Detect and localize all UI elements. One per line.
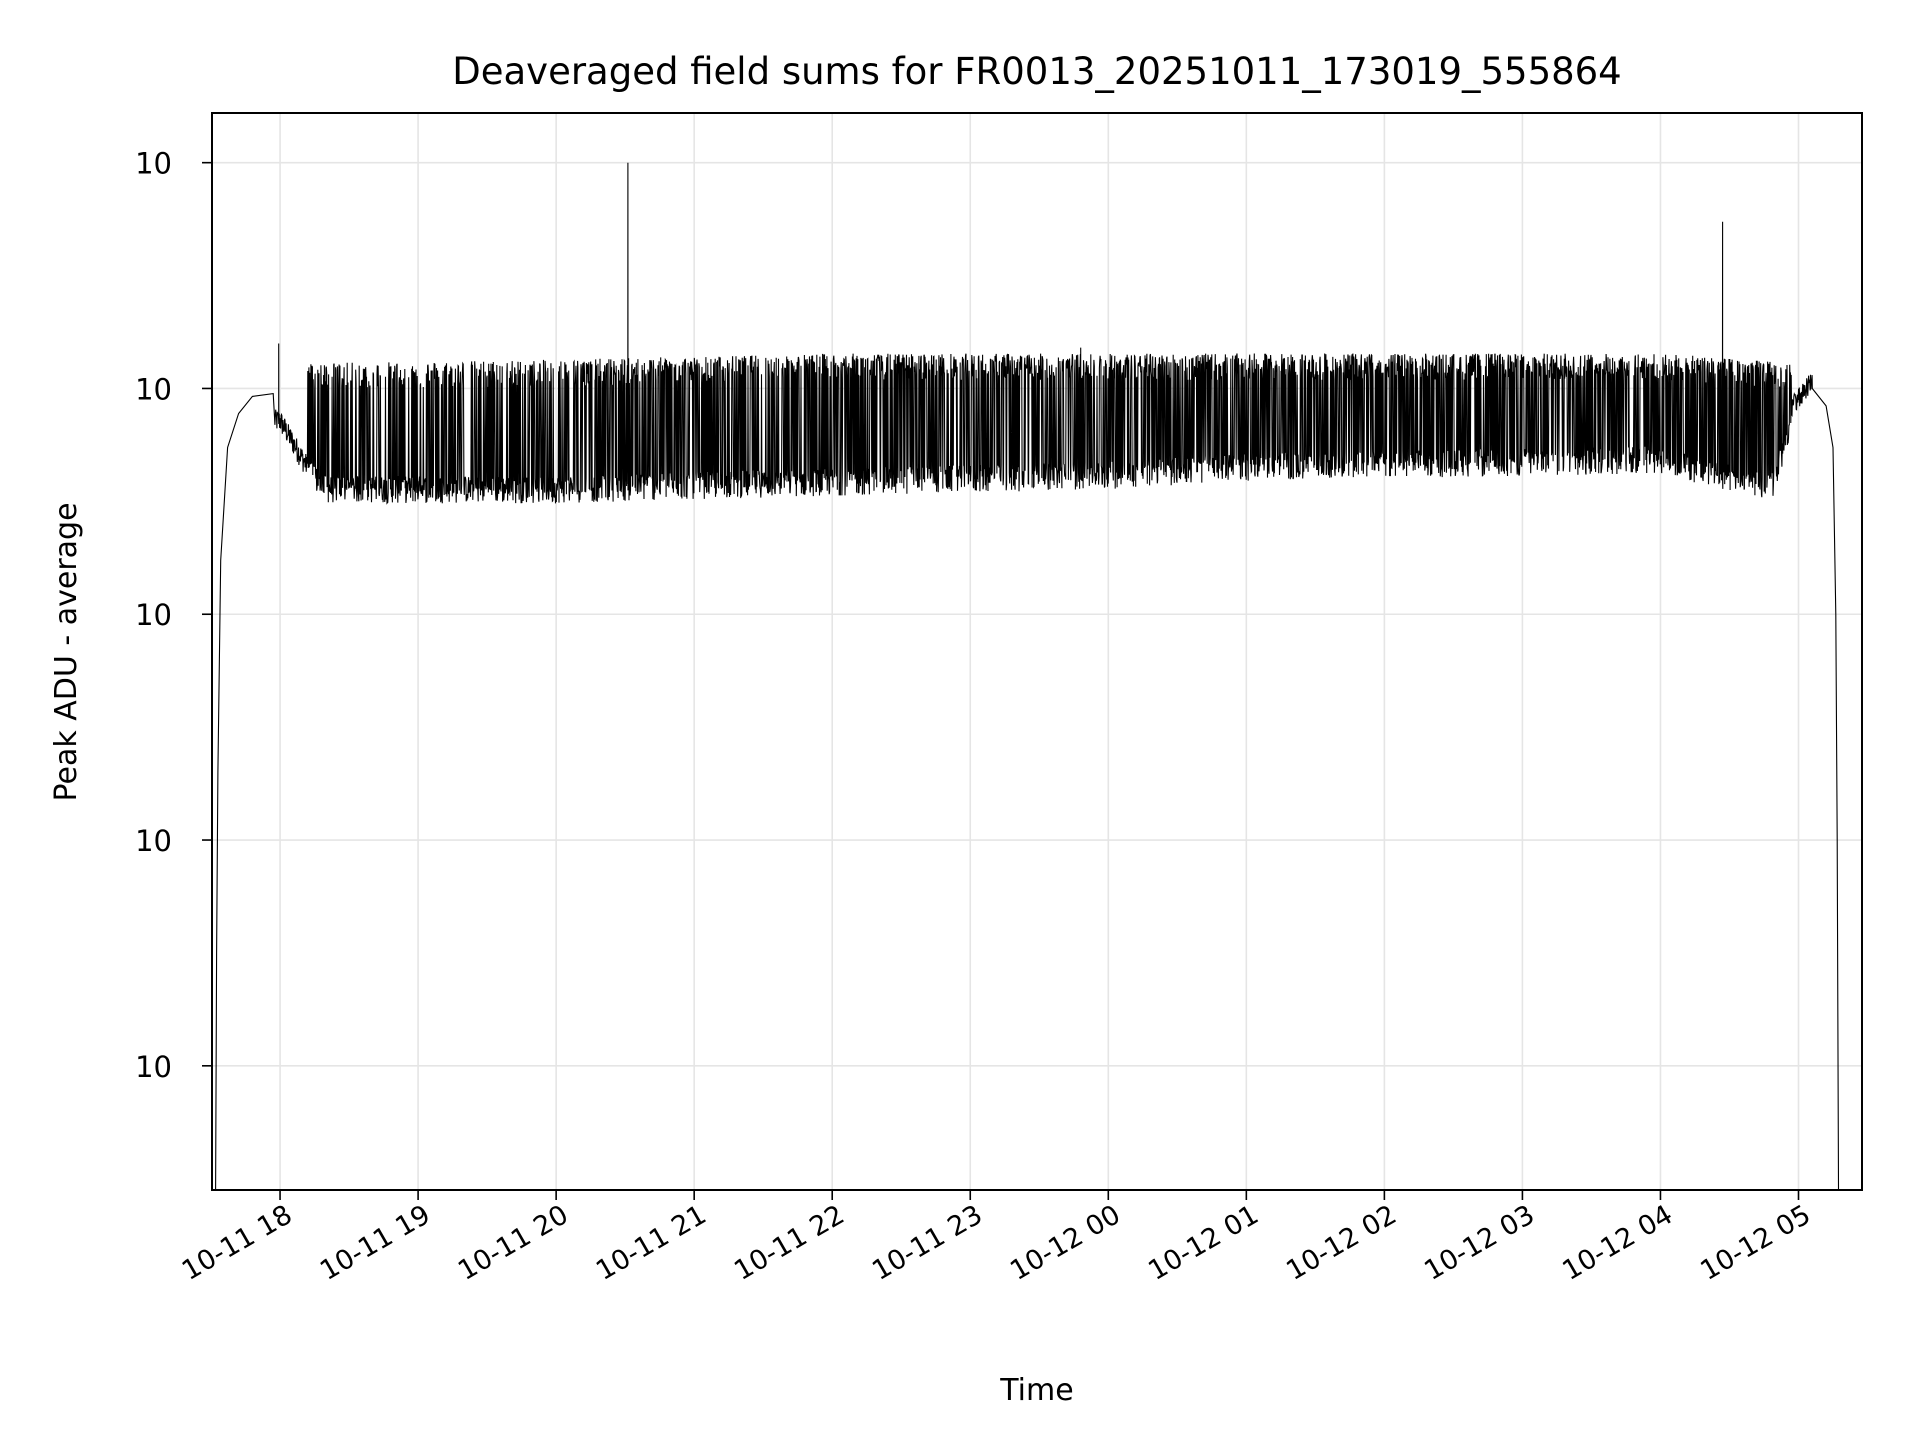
- y-tick-label: 10: [135, 824, 172, 858]
- y-axis: 100102104106108: [135, 147, 212, 1084]
- y-tick-base: 10: [135, 598, 172, 632]
- plot-frame: [211, 112, 1863, 1191]
- y-tick-label: 10: [135, 598, 172, 632]
- y-tick-base: 10: [135, 372, 172, 406]
- data-line: [215, 162, 1840, 1190]
- y-tick-label: 10: [135, 372, 172, 406]
- y-axis-label: Peak ADU - average: [49, 502, 84, 801]
- y-tick-base: 10: [135, 147, 172, 181]
- y-tick-label: 10: [135, 1050, 172, 1084]
- chart-title: Deaveraged field sums for FR0013_2025101…: [452, 50, 1621, 93]
- y-tick-label: 10: [135, 147, 172, 181]
- y-tick-base: 10: [135, 1050, 172, 1084]
- y-tick-base: 10: [135, 824, 172, 858]
- x-axis-label: Time: [999, 1373, 1073, 1408]
